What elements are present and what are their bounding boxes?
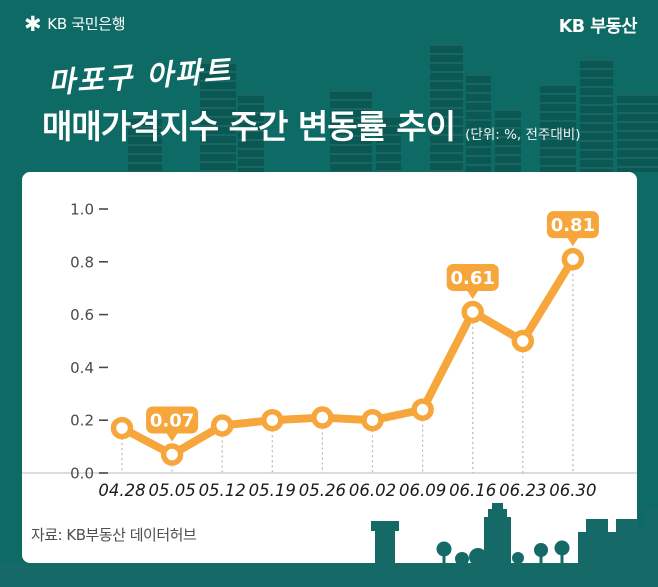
callout-value: 0.61 bbox=[450, 268, 494, 289]
bg-building bbox=[466, 74, 491, 172]
bg-building bbox=[330, 90, 372, 172]
bank-logo-lockup: ✱ KB 국민은행 bbox=[24, 11, 126, 36]
data-point-marker bbox=[561, 247, 585, 271]
callout-pointer bbox=[466, 289, 479, 299]
header: ✱ KB 국민은행 KB 부동산 bbox=[0, 0, 658, 46]
x-tick-label: 06.02 bbox=[349, 481, 396, 500]
x-tick-label: 04.28 bbox=[98, 481, 145, 500]
bg-building bbox=[430, 44, 463, 172]
y-tick-label: 0.6 bbox=[70, 306, 94, 324]
kb-real-estate-wordmark: KB 부동산 bbox=[558, 17, 638, 37]
data-point-marker bbox=[361, 408, 384, 432]
x-tick-label: 06.30 bbox=[549, 481, 596, 500]
x-tick-label: 05.19 bbox=[249, 481, 296, 500]
chart-card: 1.0 0.8 0.6 0.4 0.2 0.0 04.28 05.05 05.12 05.19 05… bbox=[22, 172, 637, 563]
page-title: 매매가격지수 주간 변동률 추이 bbox=[42, 107, 456, 146]
y-tick-label: 0.0 bbox=[70, 465, 94, 483]
value-callout bbox=[546, 211, 599, 239]
ground-strip bbox=[0, 563, 658, 587]
y-tick-label: 0.8 bbox=[70, 253, 94, 271]
callout-value: 0.81 bbox=[551, 215, 595, 236]
data-point-marker bbox=[210, 414, 234, 437]
bg-building bbox=[238, 94, 264, 172]
x-tick-label: 06.09 bbox=[399, 481, 446, 500]
bg-building bbox=[617, 94, 658, 172]
bg-building bbox=[495, 109, 521, 172]
y-tick-label: 0.2 bbox=[70, 412, 94, 430]
kb-star-icon: ✱ bbox=[24, 11, 42, 36]
data-point-marker bbox=[461, 300, 484, 324]
x-tick-label: 06.23 bbox=[499, 481, 546, 500]
x-tick-label: 06.16 bbox=[449, 481, 496, 500]
value-callout bbox=[446, 263, 499, 291]
unit-note: (단위: %, 전주대비) bbox=[465, 127, 581, 143]
y-tick-label: 1.0 bbox=[70, 201, 94, 219]
bg-building bbox=[200, 62, 236, 172]
data-point-marker bbox=[411, 398, 434, 421]
main-title-row: 매매가격지수 주간 변동률 추이 (단위: %, 전주대비) bbox=[42, 100, 580, 148]
callout-pointer bbox=[166, 432, 179, 442]
x-tick-label: 05.26 bbox=[299, 481, 346, 500]
data-point-marker bbox=[261, 408, 284, 432]
y-tick-label: 0.4 bbox=[70, 359, 94, 377]
data-point-marker bbox=[511, 329, 535, 353]
callout-pointer bbox=[566, 237, 579, 247]
source-credit: 자료: KB부동산 데이터허브 bbox=[31, 526, 197, 544]
data-point-marker bbox=[160, 443, 184, 466]
bg-building bbox=[376, 116, 401, 172]
bank-name: KB 국민은행 bbox=[47, 15, 126, 33]
callout-value: 0.07 bbox=[150, 411, 194, 432]
trend-line bbox=[118, 255, 577, 459]
data-point-marker bbox=[110, 416, 134, 440]
bottom-skyline-silhouette bbox=[371, 503, 658, 563]
x-tick-label: 05.12 bbox=[199, 481, 246, 500]
data-point-marker bbox=[311, 406, 334, 429]
trend-line-chart: 1.0 0.8 0.6 0.4 0.2 0.004.28 05.05 05.12 05.19 05… bbox=[22, 201, 637, 500]
bg-building bbox=[580, 59, 613, 172]
background-cityscape bbox=[0, 0, 658, 172]
bg-building bbox=[540, 84, 576, 172]
bg-building bbox=[128, 117, 162, 172]
value-callout bbox=[146, 406, 199, 434]
x-tick-label: 05.05 bbox=[148, 481, 195, 500]
